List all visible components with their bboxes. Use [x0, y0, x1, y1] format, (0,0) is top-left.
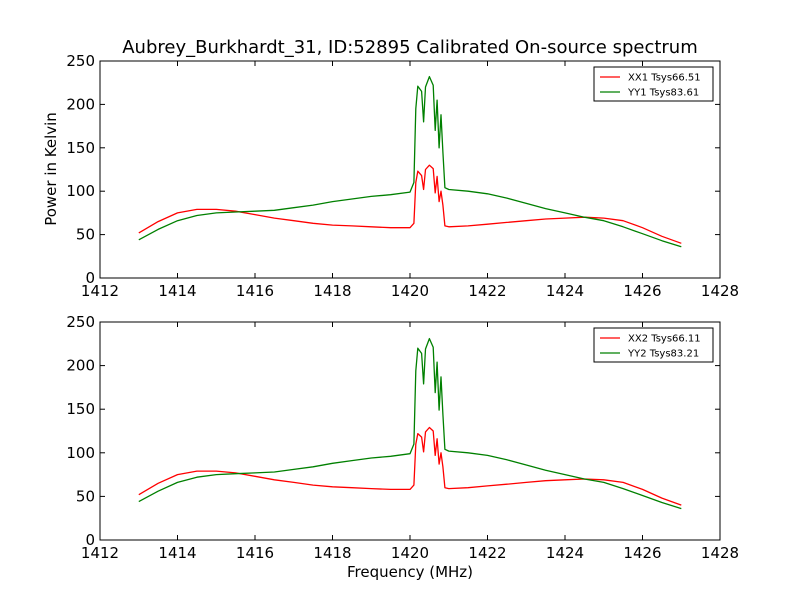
y-tick-label: 100 [66, 182, 95, 200]
y-tick-label: 0 [85, 531, 95, 549]
legend-box [593, 66, 714, 102]
y-tick-label: 250 [66, 313, 95, 331]
y-tick-label: 250 [66, 52, 95, 70]
x-tick-label: 1426 [623, 282, 661, 300]
y-tick-label: 50 [76, 487, 95, 505]
figure-title: Aubrey_Burkhardt_31, ID:52895 Calibrated… [122, 37, 698, 58]
y-tick-label: 150 [66, 400, 95, 418]
x-axis-label: Frequency (MHz) [347, 563, 473, 581]
y-tick-label: 0 [85, 269, 95, 287]
chart-panel-1: 1412 1414 1416 1418 1420 1422 1424 1426 1428 0 50 1… [66, 52, 739, 300]
x-tick-label: 1424 [546, 282, 584, 300]
legend-box [593, 327, 714, 363]
legend-label: XX2 Tsys66.11 [628, 334, 701, 345]
x-tick-label: 1414 [158, 282, 196, 300]
y-tick-label: 100 [66, 444, 95, 462]
legend: XX2 Tsys66.11 YY2 Tsys83.21 [593, 327, 714, 363]
y-tick-label: 200 [66, 357, 95, 375]
y-tick-label: 150 [66, 139, 95, 157]
y-tick-label: 50 [76, 226, 95, 244]
x-tick-label: 1428 [701, 544, 739, 562]
legend-label: YY2 Tsys83.21 [627, 349, 699, 360]
x-tick-label: 1422 [468, 544, 506, 562]
legend-label: YY1 Tsys83.61 [627, 88, 699, 99]
x-tick-label: 1412 [81, 282, 119, 300]
legend: XX1 Tsys66.51 YY1 Tsys83.61 [593, 66, 714, 102]
x-tick-label: 1426 [623, 544, 661, 562]
x-tick-label: 1418 [313, 544, 351, 562]
x-tick-label: 1428 [701, 282, 739, 300]
x-tick-label: 1424 [546, 544, 584, 562]
x-tick-label: 1412 [81, 544, 119, 562]
x-tick-label: 1414 [158, 544, 196, 562]
series-line-yy1 [138, 75, 682, 248]
chart-panel-2: 1412 1414 1416 1418 1420 1422 1424 1426 1428 0 50 1… [66, 313, 739, 562]
series-line-xx2 [138, 426, 682, 506]
y-axis-label: Power in Kelvin [42, 112, 60, 226]
x-tick-label: 1420 [391, 282, 429, 300]
legend-label: XX1 Tsys66.51 [628, 73, 701, 84]
x-tick-label: 1420 [391, 544, 429, 562]
x-tick-label: 1422 [468, 282, 506, 300]
series-line-xx1 [138, 164, 682, 244]
x-tick-label: 1416 [236, 544, 274, 562]
x-tick-label: 1416 [236, 282, 274, 300]
x-tick-label: 1418 [313, 282, 351, 300]
y-tick-label: 200 [66, 95, 95, 113]
series-line-yy2 [138, 337, 682, 510]
